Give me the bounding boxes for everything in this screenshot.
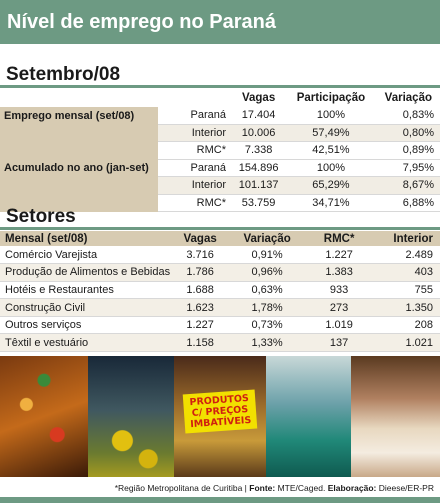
table-row: Construção Civil 1.623 1,78% 273 1.350 xyxy=(0,298,440,317)
variacao-cell: 0,96% xyxy=(230,263,305,282)
header-blank xyxy=(0,89,158,107)
interior-cell: 1.021 xyxy=(374,333,440,353)
variacao-cell: 1,78% xyxy=(230,298,305,317)
table-row: Emprego mensal (set/08) Paraná 17.404 10… xyxy=(0,106,440,159)
interior-cell: 2.489 xyxy=(374,246,440,265)
variacao-cell: 7,95% xyxy=(376,159,440,177)
elaboracao-value: Dieese/ER-PR xyxy=(378,483,434,493)
bottom-bar xyxy=(0,497,440,503)
rmc-cell: 1.227 xyxy=(304,246,375,265)
table-header-row: Mensal (set/08) Vagas Variação RMC* Inte… xyxy=(0,231,440,246)
vagas-cell: 154.896 xyxy=(232,159,286,177)
region-cell: RMC* xyxy=(158,194,232,212)
table-row: Interior 101.137 65,29% 8,67% xyxy=(0,176,440,195)
variacao-cell: 8,67% xyxy=(376,176,440,195)
header-variacao: Variação xyxy=(376,89,440,107)
vagas-cell: 101.137 xyxy=(232,176,286,195)
region-cell: RMC* xyxy=(158,141,232,160)
variacao-cell: 0,80% xyxy=(376,124,440,142)
vagas-cell: 1.227 xyxy=(170,316,231,335)
photo-textile-machines xyxy=(266,356,351,477)
vagas-cell: 1.688 xyxy=(170,281,231,300)
vagas-cell: 10.006 xyxy=(232,124,286,142)
table-row: Comércio Varejista 3.716 0,91% 1.227 2.4… xyxy=(0,246,440,265)
interior-cell: 1.350 xyxy=(374,298,440,317)
photo-hotel-room xyxy=(351,356,440,477)
photo-food-production xyxy=(88,356,174,477)
region-cell: Paraná xyxy=(158,106,232,125)
interior-cell: 403 xyxy=(374,263,440,282)
region-cell: Paraná xyxy=(158,159,232,177)
participacao-cell: 65,29% xyxy=(285,176,377,195)
vagas-cell: 17.404 xyxy=(232,106,286,125)
rmc-cell: 1.383 xyxy=(304,263,375,282)
fonte-value: MTE/Caged. xyxy=(277,483,326,493)
sector-name: Hotéis e Restaurantes xyxy=(0,281,171,300)
header-mensal: Mensal (set/08) xyxy=(0,231,171,246)
header-variacao: Variação xyxy=(230,231,305,246)
participacao-cell: 42,51% xyxy=(285,141,377,160)
sectors-table: Mensal (set/08) Vagas Variação RMC* Inte… xyxy=(0,231,440,353)
monthly-employment-table: Vagas Participação Variação Emprego mens… xyxy=(0,89,440,212)
variacao-cell: 1,33% xyxy=(230,333,305,353)
vagas-cell: 7.338 xyxy=(232,141,286,160)
participacao-cell: 100% xyxy=(285,106,377,125)
variacao-cell: 0,89% xyxy=(376,141,440,160)
region-cell: Interior xyxy=(158,176,232,195)
vagas-cell: 1.623 xyxy=(170,298,231,317)
header-blank xyxy=(158,89,232,107)
table-row: Têxtil e vestuário 1.158 1,33% 137 1.021 xyxy=(0,333,440,353)
photo-strip: PRODUTOS C/ PREÇOS IMBATÍVEIS xyxy=(0,356,440,477)
interior-cell: 755 xyxy=(374,281,440,300)
source-footnote: *Região Metropolitana de Curitiba | Font… xyxy=(0,483,440,497)
table-row: Acumulado no ano (jan-set) Paraná 154.89… xyxy=(0,159,440,212)
table-row: Hotéis e Restaurantes 1.688 0,63% 933 75… xyxy=(0,281,440,300)
participacao-cell: 57,49% xyxy=(285,124,377,142)
section-title-setores: Setores xyxy=(0,206,440,230)
interior-cell: 208 xyxy=(374,316,440,335)
variacao-cell: 0,83% xyxy=(376,106,440,125)
header-interior: Interior xyxy=(374,231,440,246)
variacao-cell: 0,91% xyxy=(230,246,305,265)
variacao-cell: 6,88% xyxy=(376,194,440,212)
group-label: Acumulado no ano (jan-set) xyxy=(0,159,158,212)
variacao-cell: 0,63% xyxy=(230,281,305,300)
table-row: RMC* 7.338 42,51% 0,89% xyxy=(0,141,440,160)
header-rmc: RMC* xyxy=(304,231,375,246)
sector-name: Produção de Alimentos e Bebidas xyxy=(0,263,171,282)
group-label: Emprego mensal (set/08) xyxy=(0,106,158,159)
table-header-row: Vagas Participação Variação xyxy=(0,89,440,107)
sector-name: Comércio Varejista xyxy=(0,246,171,265)
rmc-cell: 137 xyxy=(304,333,375,353)
table-row: Produção de Alimentos e Bebidas 1.786 0,… xyxy=(0,263,440,282)
header-vagas: Vagas xyxy=(232,89,286,107)
sector-name: Outros serviços xyxy=(0,316,171,335)
rmc-cell: 273 xyxy=(304,298,375,317)
photo-retail-shelves xyxy=(0,356,88,477)
table-row: Interior 10.006 57,49% 0,80% xyxy=(0,124,440,142)
vagas-cell: 1.786 xyxy=(170,263,231,282)
variacao-cell: 0,73% xyxy=(230,316,305,335)
page-title: Nível de emprego no Paraná xyxy=(0,0,440,44)
section-title-setembro: Setembro/08 xyxy=(0,64,440,88)
sector-name: Construção Civil xyxy=(0,298,171,317)
rmc-cell: 933 xyxy=(304,281,375,300)
footnote-text: *Região Metropolitana de Curitiba | xyxy=(114,483,247,493)
fonte-label: Fonte: xyxy=(249,483,276,493)
participacao-cell: 34,71% xyxy=(285,194,377,212)
header-participacao: Participação xyxy=(285,89,377,107)
rmc-cell: 1.019 xyxy=(304,316,375,335)
region-cell: Interior xyxy=(158,124,232,142)
vagas-cell: 53.759 xyxy=(232,194,286,212)
table-row: RMC* 53.759 34,71% 6,88% xyxy=(0,194,440,212)
sector-name: Têxtil e vestuário xyxy=(0,333,171,353)
participacao-cell: 100% xyxy=(285,159,377,177)
table-row: Outros serviços 1.227 0,73% 1.019 208 xyxy=(0,316,440,335)
vagas-cell: 1.158 xyxy=(170,333,231,353)
vagas-cell: 3.716 xyxy=(170,246,231,265)
photo-store-promo: PRODUTOS C/ PREÇOS IMBATÍVEIS xyxy=(174,356,266,477)
promo-sign: PRODUTOS C/ PREÇOS IMBATÍVEIS xyxy=(182,389,258,434)
header-vagas: Vagas xyxy=(170,231,231,246)
elaboracao-label: Elaboração: xyxy=(327,483,377,493)
